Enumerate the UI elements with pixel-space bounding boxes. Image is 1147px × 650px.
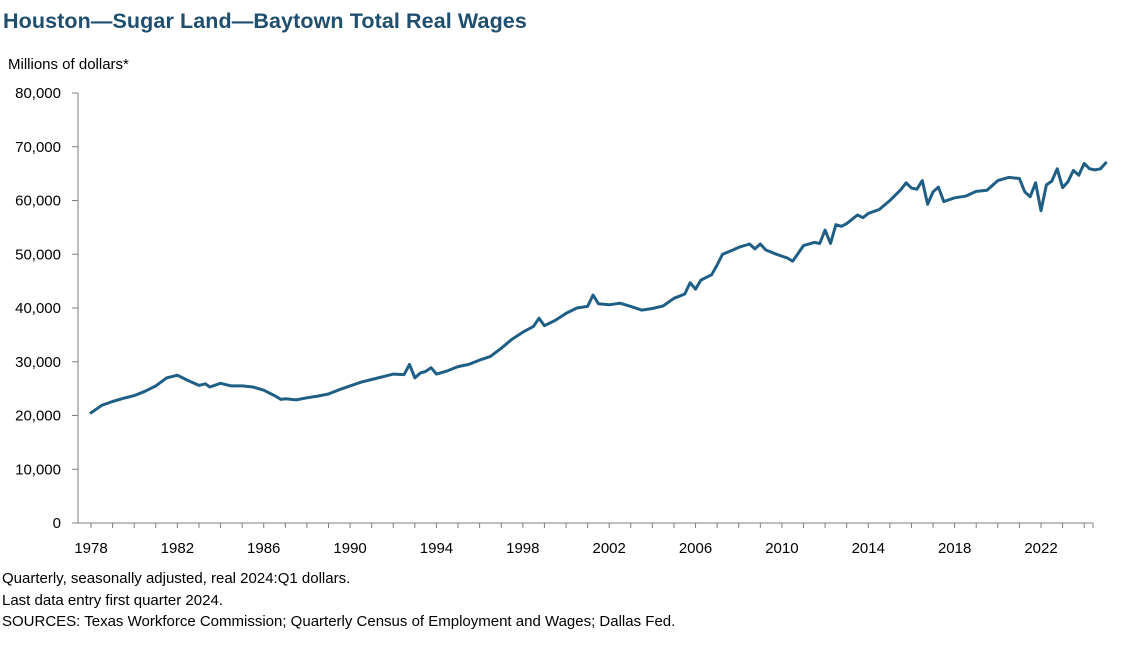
note-sources: SOURCES: Texas Workforce Commission; Qua… xyxy=(2,613,676,630)
chart-plot: 0 10,000 20,000 30,000 40,000 50,000 60,000 70,… xyxy=(15,85,1108,557)
y-tick-label: 20,000 xyxy=(15,408,61,425)
y-axis-unit-label: Millions of dollars* xyxy=(8,56,129,73)
y-tick-label: 30,000 xyxy=(15,354,61,371)
note-seasonal-adjustment: Quarterly, seasonally adjusted, real 202… xyxy=(2,570,351,587)
x-tick-label: 2002 xyxy=(592,540,625,557)
chart-notes: Quarterly, seasonally adjusted, real 202… xyxy=(2,568,675,633)
y-tick-label: 70,000 xyxy=(15,139,61,156)
x-tick-label: 1982 xyxy=(161,540,194,557)
y-tick-label: 40,000 xyxy=(15,300,61,317)
x-tick-label: 2006 xyxy=(679,540,712,557)
y-tick-label: 50,000 xyxy=(15,246,61,263)
x-tick-label: 2010 xyxy=(765,540,798,557)
x-tick-label: 1998 xyxy=(506,540,539,557)
note-last-data-entry: Last data entry first quarter 2024. xyxy=(2,591,223,609)
series-line xyxy=(89,161,1108,415)
series-layer xyxy=(89,161,1108,415)
x-tick-label: 2022 xyxy=(1024,540,1057,557)
x-tick-label: 1990 xyxy=(333,540,366,557)
y-tick-label: 60,000 xyxy=(15,193,61,210)
x-tick-label: 2018 xyxy=(938,540,971,557)
x-tick-label: 1994 xyxy=(420,540,453,557)
x-tick-label: 2014 xyxy=(852,540,885,557)
y-tick-label: 0 xyxy=(53,515,61,532)
y-tick-label: 10,000 xyxy=(15,461,61,478)
x-tick-label: 1978 xyxy=(74,540,107,557)
y-tick-label: 80,000 xyxy=(15,85,61,102)
y-axis: 0 10,000 20,000 30,000 40,000 50,000 60,000 70,… xyxy=(15,85,79,532)
x-tick-label: 1986 xyxy=(247,540,280,557)
chart-title: Houston—Sugar Land—Baytown Total Real Wa… xyxy=(3,9,527,33)
x-axis: 1978 1982 1986 1990 1994 1998 2002 2006 2010 2014… xyxy=(74,522,1094,557)
